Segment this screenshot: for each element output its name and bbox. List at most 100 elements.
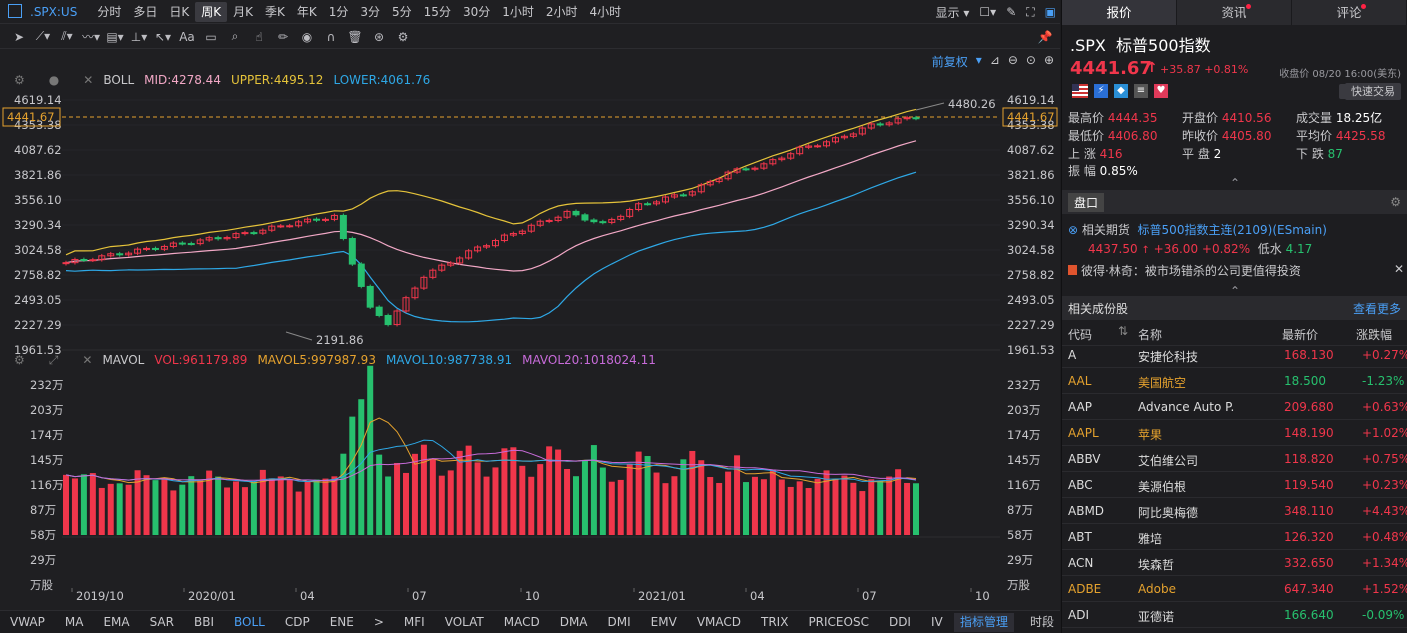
brush-icon[interactable]: ✏ (277, 29, 289, 44)
plus-icon[interactable]: ⊕ (1043, 53, 1054, 67)
panel-toggle-icon[interactable]: ▣ (1044, 5, 1056, 19)
collapse-icon[interactable]: ⌃ (1230, 284, 1241, 298)
chart-area[interactable]: 4619.14 4619.14 4353.38 4353.38 4087.62 4087.… (0, 50, 1060, 610)
doc-icon[interactable]: ≡ (1134, 84, 1148, 98)
indicator-manage-button[interactable]: 指标管理 (953, 613, 1014, 632)
tab-indicator-2[interactable]: EMA (103, 615, 130, 629)
cursor-icon[interactable]: ➤ (13, 29, 25, 44)
table-row[interactable]: AAPL 苹果 148.190 +1.02% (1062, 420, 1407, 446)
tab-indicator-12[interactable]: DMA (559, 615, 588, 629)
compare-icon[interactable]: ⊿ (989, 53, 1000, 67)
zoom-icon[interactable]: ⌕ (231, 29, 239, 43)
tab-timeframe-7[interactable]: 1分 (328, 4, 349, 19)
close-icon[interactable]: ✕ (82, 353, 93, 367)
gear-icon[interactable]: ⚙ (14, 353, 25, 367)
tab-quote[interactable]: 报价 (1062, 0, 1177, 25)
table-row[interactable]: ABC 美源伯根 119.540 +0.23% (1062, 472, 1407, 498)
wave-tool-icon[interactable]: 〰▾ (81, 30, 101, 44)
table-row[interactable]: ADBE Adobe 647.340 +1.52% (1062, 576, 1407, 602)
tab-indicator-14[interactable]: EMV (650, 615, 677, 629)
tab-comments[interactable]: 评论 (1292, 0, 1407, 25)
gear-icon[interactable]: ⚙ (14, 73, 25, 87)
reset-icon[interactable]: ⊙ (1025, 53, 1036, 67)
table-row[interactable]: AAP Advance Auto P... 209.680 +0.63% (1062, 394, 1407, 420)
tab-indicator-19[interactable]: IV (930, 615, 943, 629)
channel-tool-icon[interactable]: ⫽▾ (61, 29, 73, 43)
futures-row[interactable]: ⊗ 相关期货 标普500指数主连(2109)(ESmain) (1068, 223, 1327, 237)
tab-indicator-10[interactable]: VOLAT (444, 615, 484, 629)
magnet-icon[interactable]: ∩ (326, 29, 336, 44)
tab-indicator-7[interactable]: ENE (329, 615, 354, 629)
arrow-tool-icon[interactable]: ↖▾ (154, 29, 172, 44)
tab-timeframe-8[interactable]: 3分 (360, 4, 381, 19)
tab-indicator-9[interactable]: MFI (403, 615, 425, 629)
table-row[interactable]: AAL 美国航空 18.500 -1.23% (1062, 368, 1407, 394)
tab-timeframe-14[interactable]: 4小时 (589, 4, 622, 19)
table-row[interactable]: A 安捷伦科技 168.130 +0.27% (1062, 342, 1407, 368)
tab-indicator-4[interactable]: BBI (193, 615, 214, 629)
session-button[interactable]: 时段 (1029, 615, 1054, 629)
measure-icon[interactable]: ☝ (255, 29, 263, 44)
tab-indicator-6[interactable]: CDP (284, 615, 310, 629)
symbol-label[interactable]: .SPX:US (30, 4, 78, 19)
gann-tool-icon[interactable]: ⊥▾ (130, 29, 148, 44)
trash-icon[interactable]: 🗑 (347, 29, 363, 44)
tab-indicator-13[interactable]: DMI (607, 615, 631, 629)
table-row[interactable]: ADI 亚德诺 166.640 -0.09% (1062, 602, 1407, 628)
display-menu[interactable]: 显示 ▾ (935, 5, 970, 20)
sidebar-toggle-icon[interactable] (8, 4, 22, 18)
adjust-menu[interactable]: 前复权 (931, 55, 968, 69)
sync-icon[interactable]: ⊛ (373, 29, 385, 44)
tab-indicator-0[interactable]: VWAP (10, 615, 45, 629)
more-link[interactable]: 查看更多 (1352, 301, 1401, 316)
tab-indicator-5[interactable]: BOLL (234, 615, 265, 629)
tab-timeframe-9[interactable]: 5分 (392, 4, 412, 19)
tab-indicator-8[interactable]: > (373, 615, 384, 629)
tab-indicator-17[interactable]: PRICEOSC (808, 615, 869, 629)
tag-icon[interactable]: ◆ (1114, 84, 1128, 98)
kline-chart[interactable]: 4619.14 4619.14 4353.38 4353.38 4087.62 4087.… (0, 50, 1060, 610)
tab-timeframe-1[interactable]: 多日 (133, 4, 158, 19)
fib-tool-icon[interactable]: ▤▾ (106, 29, 124, 44)
tab-timeframe-5[interactable]: 季K (265, 4, 285, 19)
heart-icon[interactable]: ♥ (1154, 84, 1168, 98)
table-row[interactable]: ABMD 阿比奥梅德 348.110 +4.43% (1062, 498, 1407, 524)
fullscreen-icon[interactable]: ⛶ (1026, 4, 1035, 19)
tab-indicator-11[interactable]: MACD (503, 615, 540, 629)
hide-icon[interactable]: ● (48, 73, 60, 87)
tab-timeframe-2[interactable]: 日K (169, 4, 190, 19)
minus-icon[interactable]: ⊖ (1007, 53, 1018, 67)
tab-news[interactable]: 资讯 (1177, 0, 1292, 25)
tab-timeframe-13[interactable]: 2小时 (545, 4, 578, 19)
panel-settings-icon[interactable]: ⚙ (1390, 195, 1401, 209)
comment-tool-icon[interactable]: ▭ (205, 29, 217, 44)
tab-indicator-1[interactable]: MA (64, 615, 84, 629)
tab-indicator-3[interactable]: SAR (149, 615, 174, 629)
tab-indicator-15[interactable]: VMACD (696, 615, 741, 629)
pin-icon[interactable]: 📌 (1037, 29, 1053, 44)
table-row[interactable]: ABBV 艾伯维公司 118.820 +0.75% (1062, 446, 1407, 472)
collapse-icon[interactable]: ⌃ (1230, 176, 1241, 190)
tab-indicator-16[interactable]: TRIX (761, 615, 789, 629)
table-row[interactable]: ABT 雅培 126.320 +0.48% (1062, 524, 1407, 550)
tab-timeframe-4[interactable]: 月K (233, 4, 253, 19)
tab-timeframe-11[interactable]: 30分 (462, 4, 491, 19)
tab-timeframe-6[interactable]: 年K (296, 4, 317, 19)
tab-timeframe-12[interactable]: 1小时 (502, 4, 534, 19)
sort-icon[interactable]: ⇅ (1118, 324, 1129, 338)
quick-trade-button[interactable]: 快速交易 (1345, 83, 1401, 100)
eye-icon[interactable]: ◉ (301, 29, 313, 44)
tab-timeframe-0[interactable]: 分时 (97, 4, 122, 19)
line-tool-icon[interactable]: ⟋▾ (35, 29, 51, 43)
settings-icon[interactable]: ⚙ (397, 29, 409, 44)
pen-icon[interactable]: ✎ (1006, 5, 1017, 19)
close-icon[interactable]: ✕ (1393, 262, 1404, 276)
news-row[interactable]: 彼得·林奇：被市场错杀的公司更值得投资 ✕ (1068, 262, 1404, 279)
expand-icon[interactable]: ⤢ (48, 352, 59, 367)
tab-timeframe-10[interactable]: 15分 (423, 4, 451, 19)
tab-indicator-18[interactable]: DDI (888, 615, 911, 629)
table-row[interactable]: ACN 埃森哲 332.650 +1.34% (1062, 550, 1407, 576)
close-icon[interactable]: ✕ (83, 73, 94, 87)
square-icon[interactable]: ☐▾ (979, 5, 997, 19)
text-tool-icon[interactable]: Aa (179, 29, 195, 44)
